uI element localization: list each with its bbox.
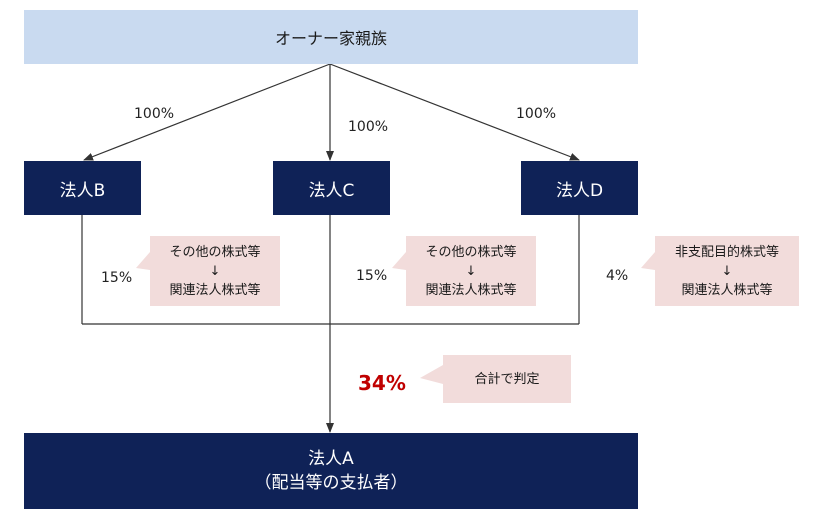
corporation-a-box: 法人A （配当等の支払者） xyxy=(24,433,638,509)
callout-d-arrow: ↓ xyxy=(721,263,733,279)
corporation-d-label: 法人D xyxy=(555,180,604,201)
callout-b-arrow: ↓ xyxy=(209,263,221,279)
total-percentage: 34% xyxy=(358,371,406,395)
callout-c: その他の株式等 ↓ 関連法人株式等 xyxy=(406,236,536,306)
corporation-c-label: 法人C xyxy=(308,180,355,201)
callout-c-to: 関連法人株式等 xyxy=(425,282,517,298)
corporation-b-label: 法人B xyxy=(59,180,106,201)
ownership-owner-to-b: 100% xyxy=(134,106,175,122)
callout-total-label: 合計で判定 xyxy=(474,371,540,387)
corporation-a-subtitle: （配当等の支払者） xyxy=(254,473,408,493)
callout-c-arrow: ↓ xyxy=(465,263,477,279)
callout-d-pointer xyxy=(641,252,655,270)
corporation-b-box: 法人B xyxy=(24,161,141,215)
corporation-c-box: 法人C xyxy=(273,161,390,215)
callout-c-from: その他の株式等 xyxy=(425,244,517,260)
callout-d-to: 関連法人株式等 xyxy=(681,282,773,298)
callout-total: 合計で判定 xyxy=(443,355,571,403)
callout-b-pointer xyxy=(136,252,150,270)
callout-b-from: その他の株式等 xyxy=(169,244,261,260)
ownership-c-to-a: 15% xyxy=(356,268,388,284)
ownership-d-to-a: 4% xyxy=(606,268,629,284)
ownership-owner-to-c: 100% xyxy=(348,119,389,135)
callout-b: その他の株式等 ↓ 関連法人株式等 xyxy=(150,236,280,306)
callout-d-from: 非支配目的株式等 xyxy=(674,244,779,260)
callout-total-pointer xyxy=(420,365,443,384)
arrow-owner-to-b xyxy=(83,63,331,161)
ownership-b-to-a: 15% xyxy=(101,270,133,286)
owner-family-box: オーナー家親族 xyxy=(24,10,638,64)
owner-family-label: オーナー家親族 xyxy=(274,29,387,48)
arrow-owner-to-d xyxy=(329,63,580,161)
callout-d: 非支配目的株式等 ↓ 関連法人株式等 xyxy=(655,236,799,306)
callout-b-to: 関連法人株式等 xyxy=(169,282,261,298)
corporation-d-box: 法人D xyxy=(521,161,638,215)
callout-c-pointer xyxy=(392,252,406,270)
ownership-owner-to-d: 100% xyxy=(516,106,557,122)
corporation-a-label: 法人A xyxy=(308,449,354,469)
